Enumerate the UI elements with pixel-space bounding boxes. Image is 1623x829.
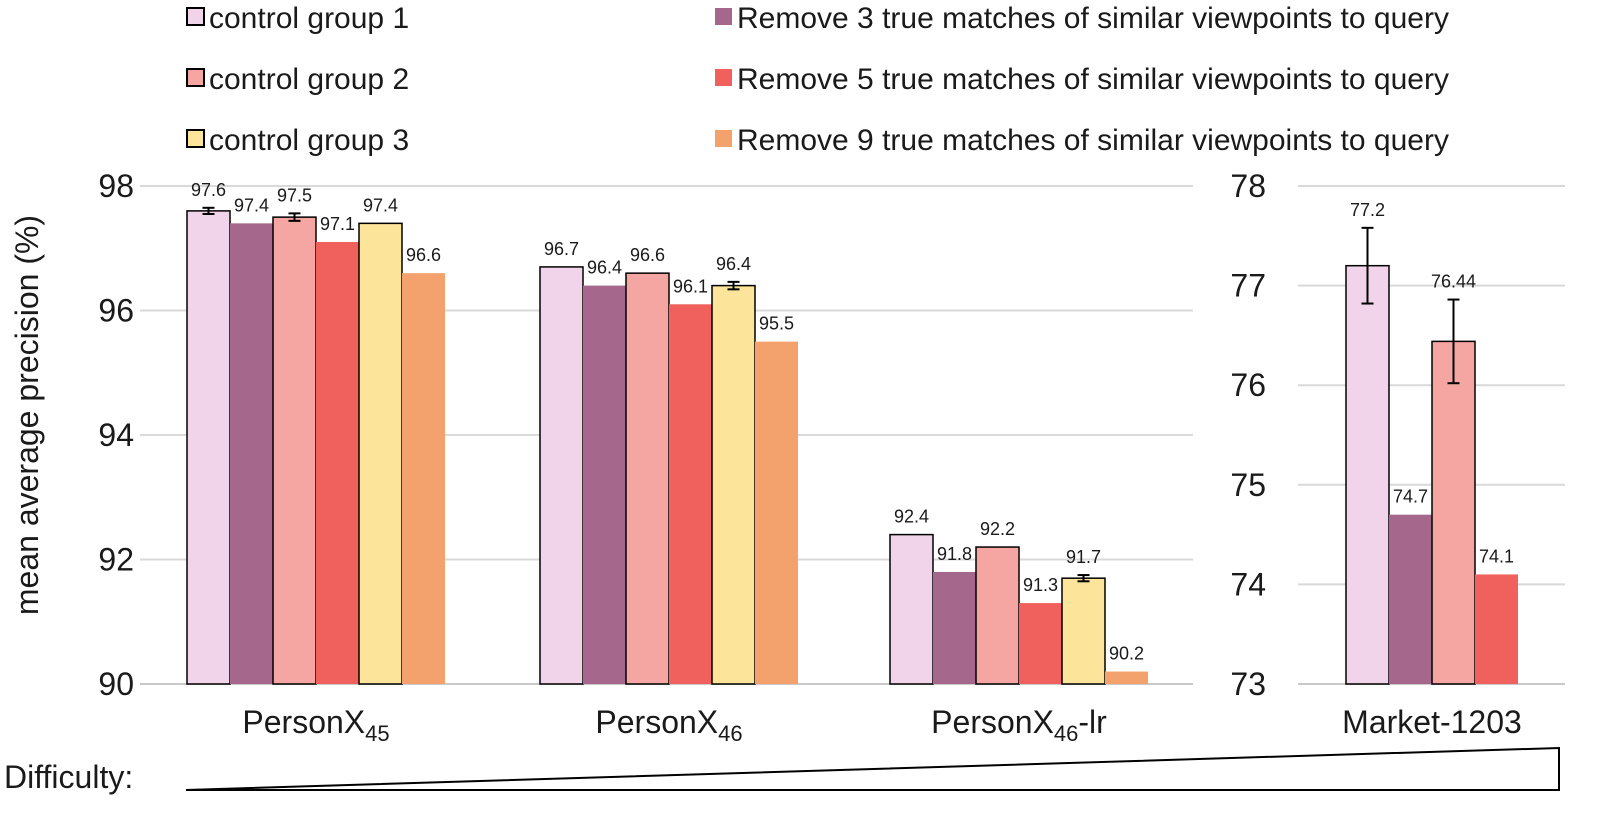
difficulty-indicator: Difficulty: — [4, 746, 1560, 795]
legend-label: control group 3 — [209, 124, 409, 157]
x-tick-label: Market-1203 — [1342, 704, 1522, 740]
legend-swatch — [186, 129, 205, 148]
y-axis-label: mean average precision (%) — [9, 215, 45, 615]
legend-swatch — [186, 7, 205, 26]
right-y-tick-labels: 73 74 75 76 77 78 — [1230, 168, 1266, 702]
data-label: 96.7 — [544, 239, 579, 259]
bar — [316, 242, 359, 684]
data-label: 97.5 — [277, 185, 312, 205]
bar — [1431, 340, 1476, 685]
data-label: 90.2 — [1109, 644, 1144, 664]
data-label: 92.2 — [980, 519, 1015, 539]
legend-label: Remove 9 true matches of similar viewpoi… — [737, 124, 1449, 157]
x-tick-label-subscript: 46 — [1054, 721, 1078, 746]
bar — [539, 266, 584, 685]
legend-swatch — [715, 130, 732, 147]
legend-label: Remove 5 true matches of similar viewpoi… — [737, 63, 1449, 96]
y-tick-label: 96 — [98, 293, 134, 329]
x-tick-label-subscript: 46 — [718, 721, 742, 746]
y-tick-label: 73 — [1230, 666, 1266, 702]
x-tick-label-base: PersonX — [595, 704, 718, 740]
data-label: 97.4 — [363, 195, 398, 215]
data-label: 92.4 — [894, 507, 929, 527]
data-label: 77.2 — [1350, 200, 1385, 220]
y-tick-label: 92 — [98, 542, 134, 578]
data-label: 95.5 — [759, 314, 794, 334]
data-label: 97.1 — [320, 214, 355, 234]
bar — [230, 223, 273, 684]
data-label: 96.1 — [673, 276, 708, 296]
y-tick-label: 98 — [98, 168, 134, 204]
x-tick-label: PersonX46-lr — [931, 704, 1107, 746]
bar — [1389, 514, 1432, 684]
bar — [1345, 264, 1390, 685]
right-chart-panel: 73 74 75 76 77 78 77.2 74.7 76.44 74.1 Market-12… — [1230, 168, 1565, 740]
y-tick-label: 77 — [1230, 268, 1266, 304]
bar — [272, 216, 317, 685]
y-tick-label: 78 — [1230, 168, 1266, 204]
data-label: 96.4 — [716, 254, 751, 274]
left-bars: 97.6 97.4 97.5 97.1 97.4 96.6 96.7 96.4 96.6 96.1… — [186, 180, 1148, 685]
bar — [583, 285, 626, 684]
bar — [755, 341, 798, 684]
legend-swatch — [715, 8, 732, 25]
x-tick-label-base: PersonX — [242, 704, 365, 740]
bar — [625, 272, 670, 685]
data-label: 76.44 — [1431, 272, 1476, 292]
left-y-tick-labels: 90 92 94 96 98 — [98, 168, 134, 702]
y-tick-label: 76 — [1230, 367, 1266, 403]
bar — [1061, 577, 1106, 685]
data-label: 91.8 — [937, 544, 972, 564]
bar — [711, 284, 756, 685]
bar — [669, 304, 712, 684]
legend-swatch — [186, 68, 205, 87]
data-label: 96.6 — [406, 245, 441, 265]
bar — [1019, 603, 1062, 684]
bar — [1105, 671, 1148, 684]
bar — [402, 273, 445, 684]
legend-swatch — [715, 69, 732, 86]
x-tick-label-base: Market-1203 — [1342, 704, 1522, 740]
legend-label: Remove 3 true matches of similar viewpoi… — [737, 2, 1449, 35]
data-label: 74.7 — [1393, 487, 1428, 507]
legend: control group 1 control group 2 control gr… — [186, 2, 1449, 157]
y-tick-label: 90 — [98, 666, 134, 702]
x-tick-label: PersonX45 — [242, 704, 389, 746]
right-x-tick-labels: Market-1203 — [1342, 704, 1522, 740]
y-tick-label: 74 — [1230, 566, 1266, 602]
data-label: 97.4 — [234, 195, 269, 215]
x-tick-label-suffix: -lr — [1078, 704, 1107, 740]
data-label: 96.4 — [587, 258, 622, 278]
difficulty-label: Difficulty: — [4, 759, 133, 795]
left-x-tick-labels: PersonX45 PersonX46 PersonX46-lr — [242, 704, 1107, 746]
bar — [975, 546, 1020, 685]
bar — [186, 210, 231, 685]
legend-label: control group 2 — [209, 63, 409, 96]
difficulty-wedge — [185, 746, 1560, 791]
bar — [358, 222, 403, 685]
bar — [1475, 574, 1518, 684]
x-tick-label-base: PersonX — [931, 704, 1054, 740]
data-label: 74.1 — [1479, 546, 1514, 566]
bar — [933, 571, 976, 684]
data-label: 97.6 — [191, 180, 226, 200]
data-label: 96.6 — [630, 245, 665, 265]
left-chart-panel: 90 92 94 96 98 mean average precision (%) 97… — [9, 168, 1193, 746]
y-tick-label: 94 — [98, 417, 134, 453]
x-tick-label-subscript: 45 — [365, 721, 389, 746]
data-label: 91.3 — [1023, 575, 1058, 595]
legend-label: control group 1 — [209, 2, 409, 35]
data-label: 91.7 — [1066, 547, 1101, 567]
y-tick-label: 75 — [1230, 467, 1266, 503]
right-bars: 77.2 74.7 76.44 74.1 — [1345, 200, 1518, 685]
x-tick-label: PersonX46 — [595, 704, 742, 746]
bar — [889, 533, 934, 685]
